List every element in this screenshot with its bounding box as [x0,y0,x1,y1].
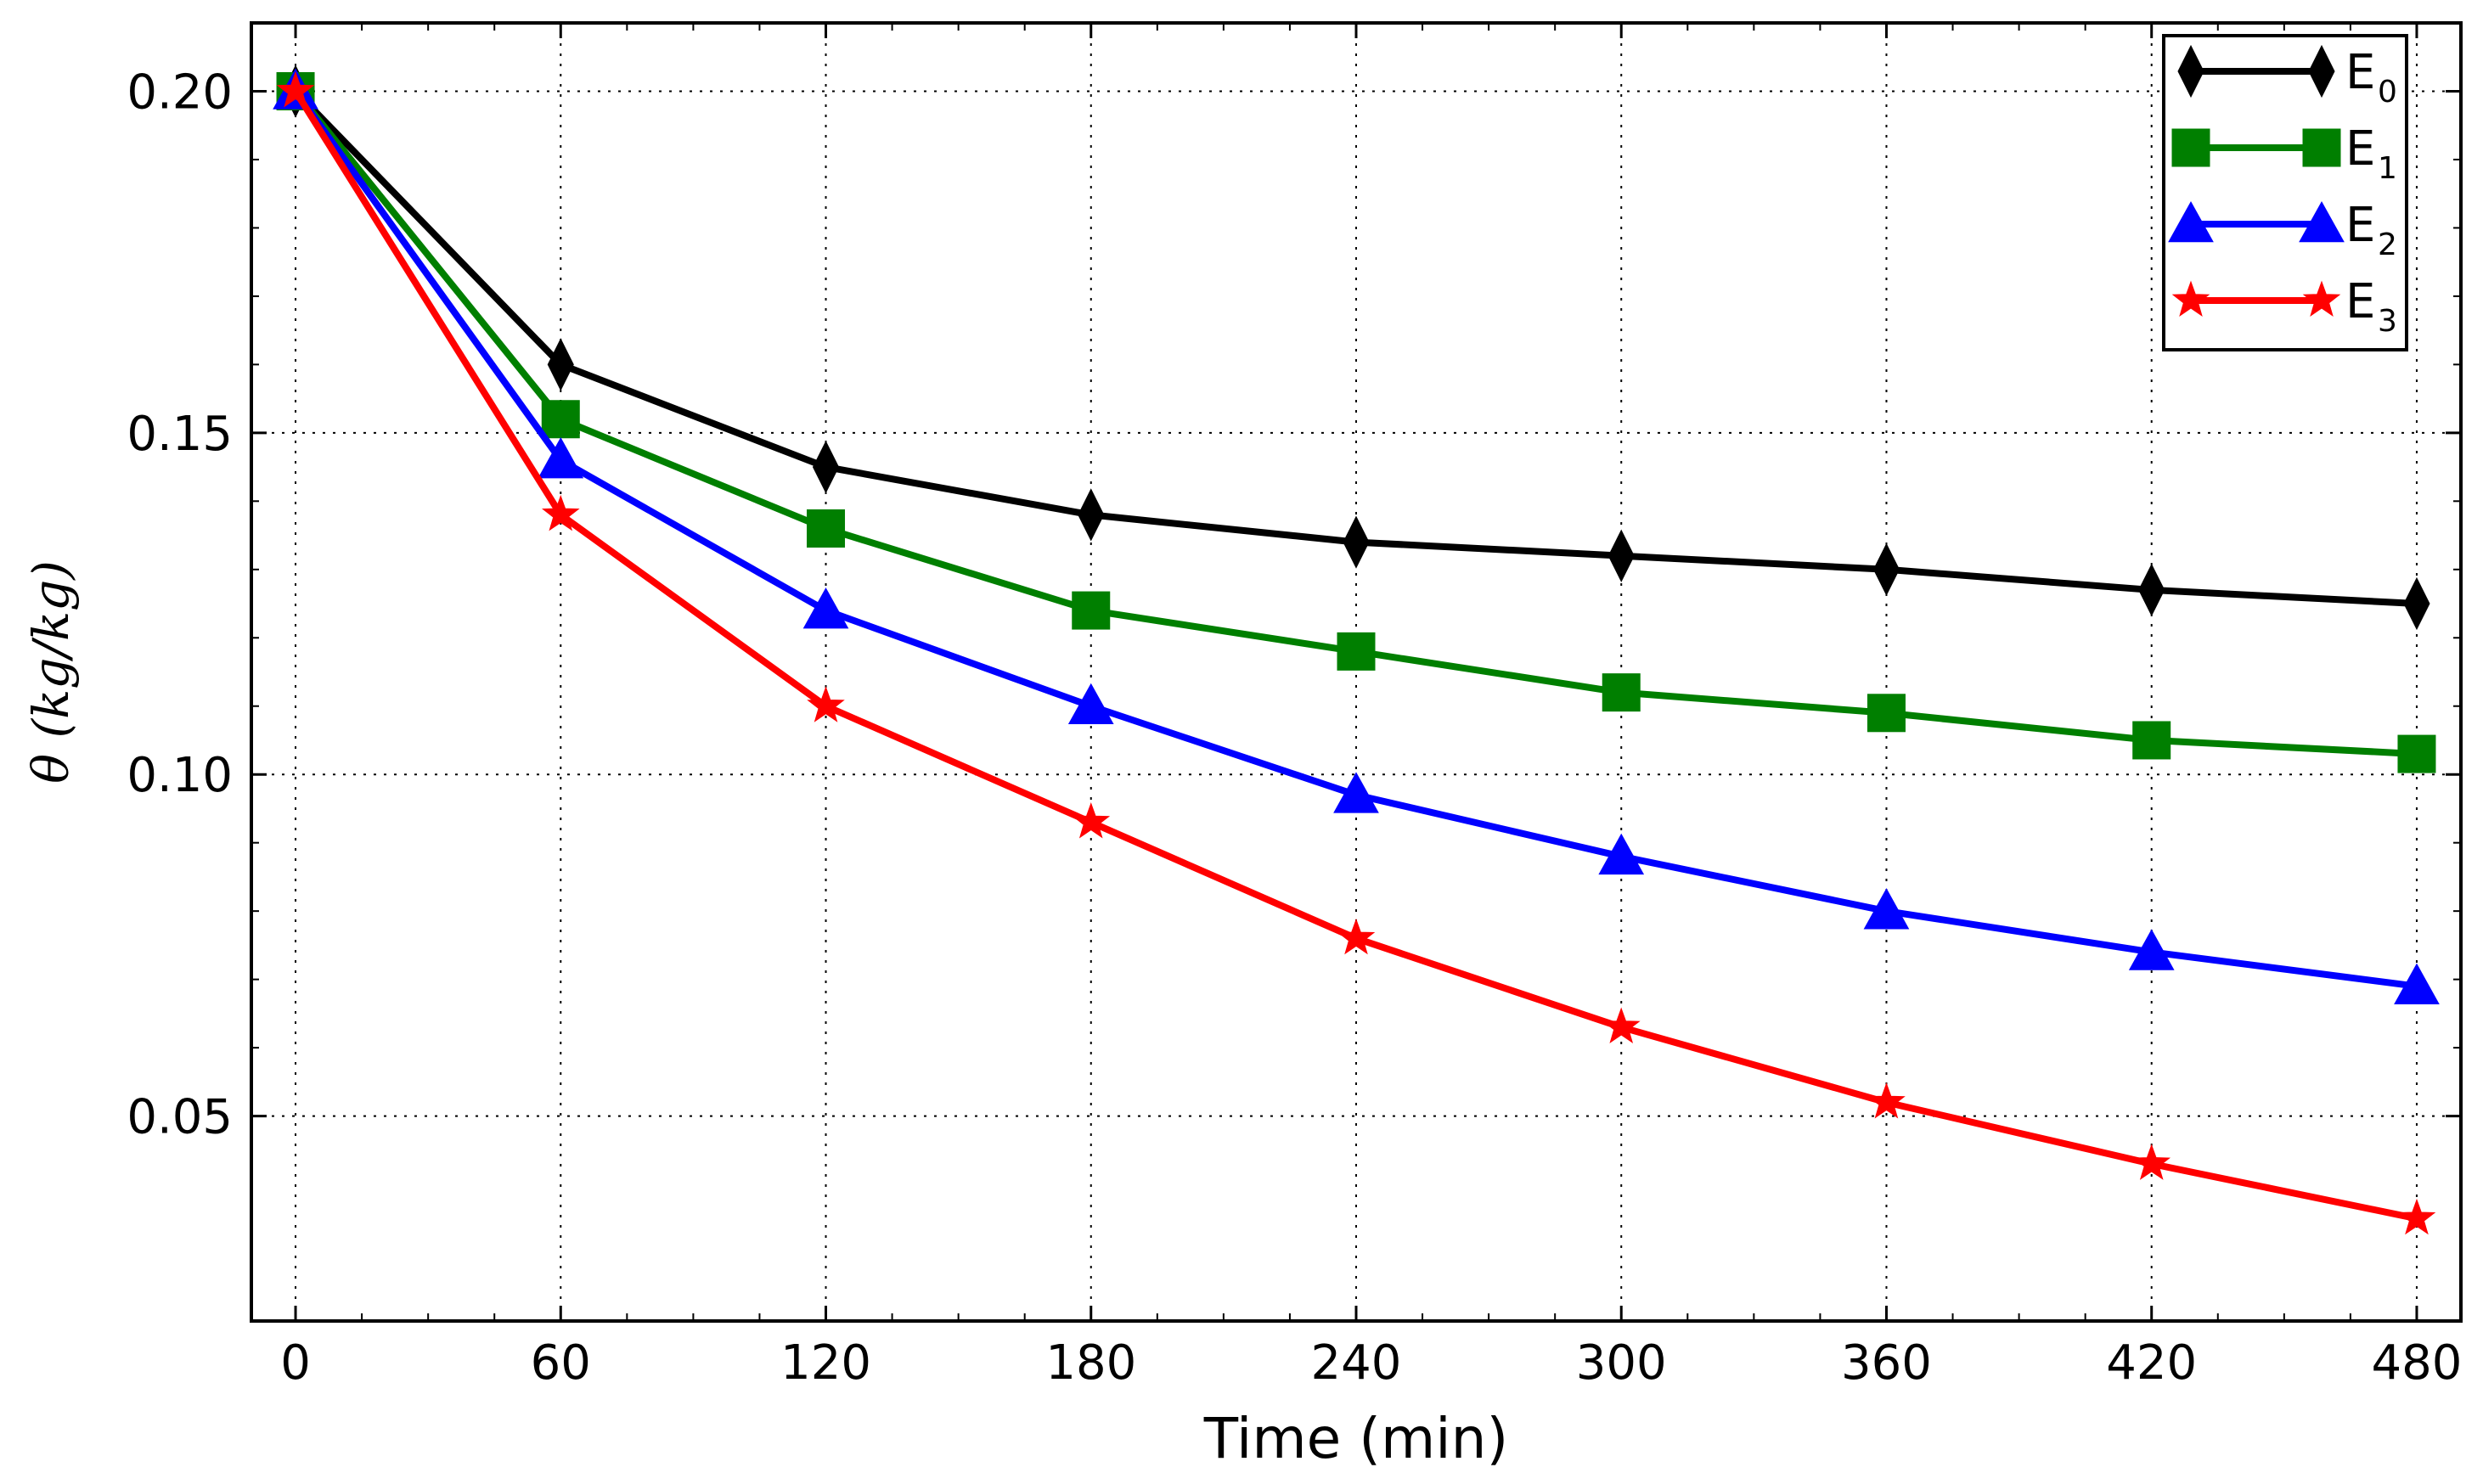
data-point-diamond [2403,576,2430,631]
data-point-diamond [1078,488,1105,542]
data-point-diamond [812,440,840,494]
data-point-star [2132,1144,2171,1180]
x-tick-label: 120 [780,1335,871,1391]
legend-label-subscript: 1 [2378,151,2397,186]
legend-label-subscript: 0 [2378,75,2397,110]
x-tick-label: 60 [531,1335,591,1391]
series-layer [273,65,2440,1235]
x-tick-label: 480 [2372,1335,2463,1391]
data-point-diamond [2138,563,2165,617]
legend-marker [2299,200,2345,243]
x-tick-label: 180 [1045,1335,1136,1391]
x-tick-label: 300 [1576,1335,1667,1391]
data-point-diamond [1607,529,1635,582]
legend-label: E [2345,121,2375,177]
legend-label: E [2345,198,2375,253]
data-point-square [2132,721,2171,760]
y-axis-title: θ (kg/kg) [22,560,80,784]
data-point-triangle [1598,833,1645,875]
x-tick-label: 0 [280,1335,311,1391]
data-point-star [1072,802,1111,839]
legend-label-subscript: 3 [2378,304,2397,339]
data-point-square [1866,694,1906,733]
data-point-star [1867,1082,1906,1119]
data-point-square [541,400,580,439]
series-e0 [282,65,2430,631]
x-tick-label: 240 [1311,1335,1402,1391]
x-axis-title: Time (min) [1203,1406,1508,1471]
y-tick-label: 0.05 [127,1090,233,1145]
data-point-triangle [1333,772,1379,813]
data-point-square [1337,632,1376,671]
data-point-square [2397,734,2436,773]
data-point-diamond [547,338,574,391]
legend-marker [2177,44,2204,98]
legend-marker [2171,280,2210,317]
legend-label-subscript: 2 [2378,228,2397,262]
y-tick-label: 0.20 [127,65,233,120]
legend-label: E [2345,45,2375,100]
data-point-square [1072,591,1111,630]
data-point-square [807,509,846,548]
data-point-star [2397,1198,2436,1235]
legend: E 0E 1E 2E 3 [2162,34,2408,351]
data-point-star [542,494,580,531]
series-e3 [276,71,2436,1235]
data-point-diamond [1343,515,1370,569]
legend-marker [2168,200,2214,243]
data-point-triangle [2128,929,2175,970]
series-e1 [276,71,2436,773]
x-tick-label: 360 [1841,1335,1932,1391]
legend-marker [2308,44,2335,98]
y-tick-label: 0.10 [127,748,233,803]
data-point-triangle [1067,683,1114,725]
grid [251,23,2461,1321]
data-point-square [1602,673,1641,712]
data-point-triangle [2394,963,2440,1004]
legend-marker [2302,128,2341,167]
y-tick-label: 0.15 [127,407,233,462]
legend-marker [2302,280,2341,317]
data-point-star [807,686,845,722]
data-point-star [1602,1007,1641,1043]
legend-label: E [2345,274,2375,329]
data-point-diamond [1872,542,1900,596]
data-point-triangle [802,587,849,629]
data-point-triangle [1863,888,1910,930]
data-point-star [1337,918,1376,955]
legend-marker [2171,128,2210,167]
data-point-triangle [538,437,584,479]
data-point-star [276,71,315,108]
x-tick-label: 420 [2106,1335,2197,1391]
